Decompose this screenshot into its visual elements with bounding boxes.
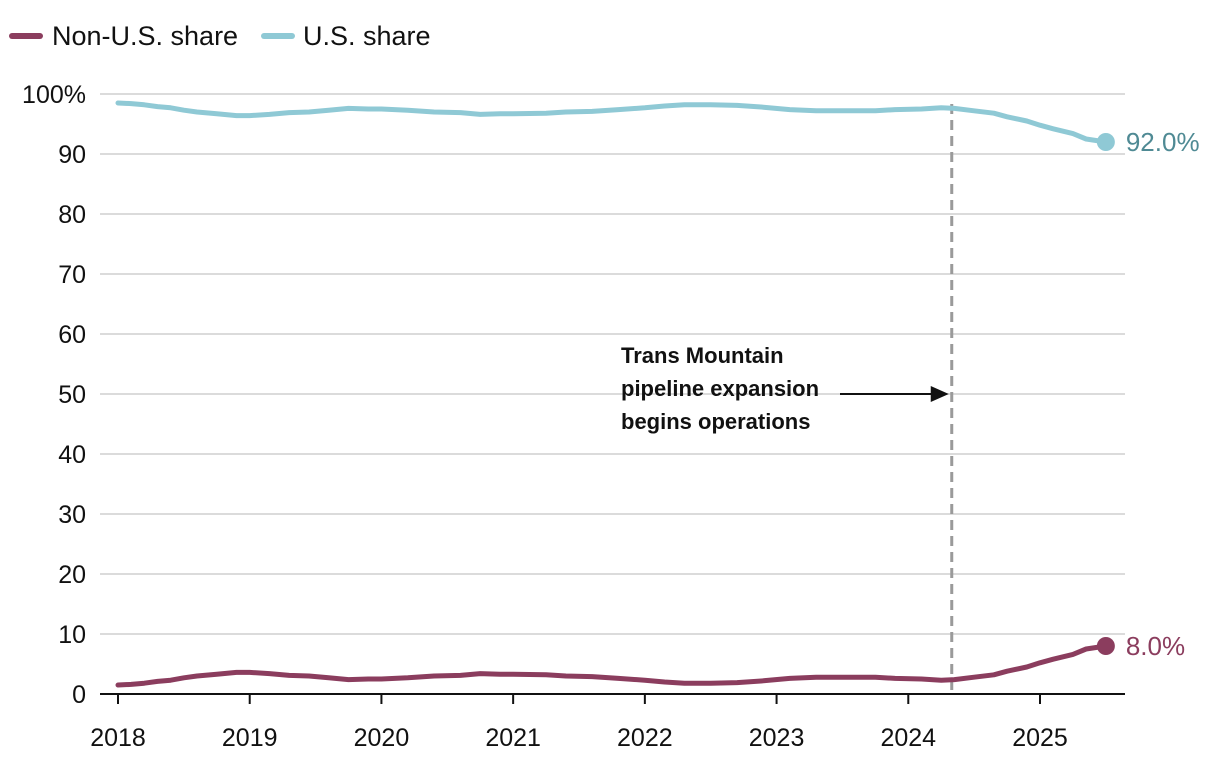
annotation-text-line-1: Trans Mountain bbox=[621, 343, 784, 368]
x-tick-label-2019: 2019 bbox=[222, 724, 278, 752]
end-labels: 8.0% 92.0% bbox=[1126, 127, 1200, 661]
x-tick-label-2022: 2022 bbox=[617, 724, 673, 752]
x-tick-label-2025: 2025 bbox=[1012, 724, 1068, 752]
y-tick-label-80: 80 bbox=[58, 201, 86, 229]
series-line-us-share bbox=[115, 100, 1109, 145]
y-tick-label-100: 100% bbox=[22, 81, 86, 109]
x-tick-label-2018: 2018 bbox=[90, 724, 146, 752]
y-axis-tick-labels: 0 10 20 30 40 50 60 70 80 90 100% bbox=[22, 81, 86, 709]
y-tick-label-60: 60 bbox=[58, 321, 86, 349]
series-end-dot-us-share bbox=[1096, 133, 1115, 151]
end-label-us-share: 92.0% bbox=[1126, 127, 1200, 157]
x-tick-label-2021: 2021 bbox=[485, 724, 541, 752]
annotation-arrowhead bbox=[930, 386, 949, 402]
y-tick-label-90: 90 bbox=[58, 141, 86, 169]
series-lines bbox=[115, 100, 1115, 688]
gridlines bbox=[100, 93, 1125, 635]
legend-label-us-share: U.S. share bbox=[303, 21, 431, 51]
y-tick-label-10: 10 bbox=[58, 621, 86, 649]
y-tick-label-30: 30 bbox=[58, 501, 86, 529]
y-tick-label-70: 70 bbox=[58, 261, 86, 289]
x-tick-label-2020: 2020 bbox=[354, 724, 410, 752]
series-line-non-us-share bbox=[115, 643, 1109, 688]
y-tick-label-20: 20 bbox=[58, 561, 86, 589]
x-tick-label-2024: 2024 bbox=[880, 724, 936, 752]
legend: Non-U.S. share U.S. share bbox=[9, 21, 431, 51]
y-tick-label-0: 0 bbox=[72, 681, 86, 709]
annotation: Trans Mountain pipeline expansion begins o… bbox=[621, 104, 954, 690]
annotation-text-line-2: pipeline expansion bbox=[621, 376, 819, 401]
x-axis bbox=[100, 693, 1125, 704]
series-end-dot-non-us-share bbox=[1096, 637, 1115, 655]
x-axis-tick-labels: 2018 2019 2020 2021 2022 2023 2024 2025 bbox=[90, 724, 1068, 752]
y-tick-label-40: 40 bbox=[58, 441, 86, 469]
end-label-non-us-share: 8.0% bbox=[1126, 631, 1185, 661]
x-tick-label-2023: 2023 bbox=[749, 724, 805, 752]
legend-label-non-us-share: Non-U.S. share bbox=[52, 21, 238, 51]
annotation-text-line-3: begins operations bbox=[621, 409, 810, 434]
y-tick-label-50: 50 bbox=[58, 381, 86, 409]
